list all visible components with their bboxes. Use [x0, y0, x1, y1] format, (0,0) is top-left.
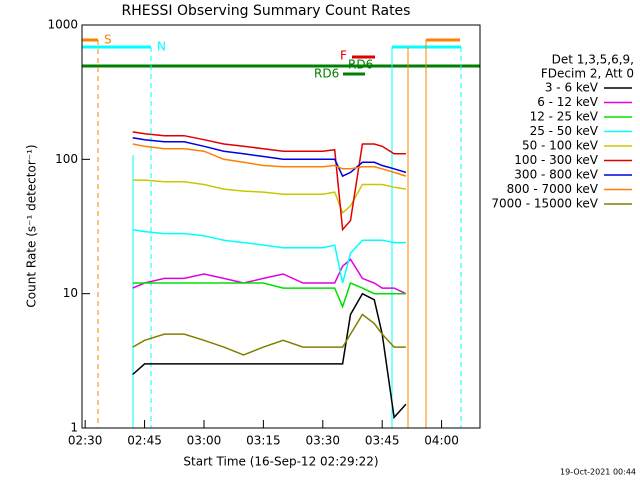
annotation: RD6 [314, 67, 339, 81]
annotation: S [104, 33, 112, 47]
series-line [132, 179, 407, 215]
legend-label: 25 - 50 keV [530, 124, 599, 138]
plot-frame [81, 24, 481, 429]
annotation: N [157, 40, 166, 54]
legend-label: 12 - 25 keV [530, 110, 599, 124]
x-tick-label: 02:30 [68, 434, 103, 448]
y-tick-label: 1000 [47, 18, 78, 32]
series-line [132, 258, 407, 295]
legend-header: Det 1,3,5,6,9, [552, 53, 634, 67]
legend-label: 300 - 800 keV [514, 168, 598, 182]
footer: 19-Oct-2021 00:44 [560, 468, 636, 477]
annotation: RD6 [348, 58, 373, 72]
y-tick-label: 10 [63, 286, 78, 300]
x-tick-label: 03:00 [187, 434, 222, 448]
series-line [132, 313, 406, 356]
legend-header: FDecim 2, Att 0 [541, 67, 634, 81]
legend-label: 100 - 300 keV [514, 153, 598, 167]
series-line [132, 136, 407, 178]
series-line [132, 131, 406, 232]
y-tick-label: 1 [70, 421, 78, 435]
annotation: F [340, 49, 347, 63]
y-tick-label: 100 [55, 152, 78, 166]
legend-label: 6 - 12 keV [537, 95, 599, 109]
x-tick-label: 03:45 [365, 434, 400, 448]
x-axis-label: Start Time (16-Sep-12 02:29:22) [183, 455, 378, 469]
x-tick-label: 02:45 [127, 434, 162, 448]
legend-label: 3 - 6 keV [545, 81, 599, 95]
legend-label: 800 - 7000 keV [507, 182, 599, 196]
legend-label: 7000 - 15000 keV [491, 197, 598, 211]
series-line [132, 143, 407, 177]
legend-label: 50 - 100 keV [522, 139, 599, 153]
y-axis-label: Count Rate (s⁻¹ detector⁻¹) [25, 144, 39, 307]
x-tick-label: 03:15 [246, 434, 281, 448]
series-line [132, 281, 406, 309]
series-line [132, 292, 407, 420]
x-tick-label: 03:30 [305, 434, 340, 448]
series-line [132, 228, 406, 284]
chart-title: RHESSI Observing Summary Count Rates [122, 3, 411, 19]
x-tick-label: 04:00 [424, 434, 459, 448]
